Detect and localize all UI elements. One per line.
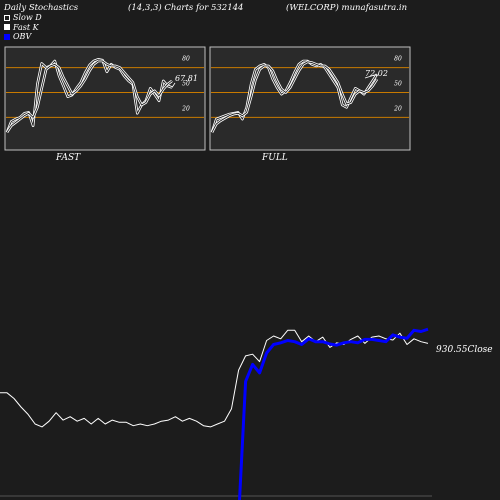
legend: Slow D Fast K OBV xyxy=(4,13,42,42)
close-price-line xyxy=(0,329,429,428)
close-value-label: 930.55Close xyxy=(436,345,493,355)
fast-slow-d-line xyxy=(6,60,173,133)
fast-k-swatch-icon xyxy=(4,24,10,31)
full-last-value-pointer xyxy=(364,73,378,79)
full-panel-label: FULL xyxy=(262,153,288,163)
legend-item-fast-k: Fast K xyxy=(4,23,42,33)
slow-d-swatch-icon xyxy=(4,14,10,21)
full-ytick-20: 20 xyxy=(393,105,402,112)
fast-last-value: 67.81 xyxy=(175,74,198,83)
full-full-d-line xyxy=(211,61,378,133)
legend-slow-d-label: Slow D xyxy=(13,13,42,22)
legend-fast-k-label: Fast K xyxy=(13,22,39,32)
legend-obv-label: OBV xyxy=(13,32,32,41)
obv-swatch-icon xyxy=(4,33,10,40)
symbol-label: (WELCORP) munafasutra.in xyxy=(286,3,408,13)
fast-panel-label: FAST xyxy=(56,153,81,163)
fast-ytick-20: 20 xyxy=(181,105,190,112)
full-last-value: 72.02 xyxy=(365,69,388,78)
fast-ytick-50: 50 xyxy=(182,81,190,88)
full-ytick-80: 80 xyxy=(394,56,402,63)
legend-item-obv: OBV xyxy=(4,32,42,42)
chart-type-label: Daily Stochastics xyxy=(4,3,79,13)
chart-params-label: (14,3,3) Charts for 532144 xyxy=(128,3,244,13)
obv-line xyxy=(237,327,429,500)
full-ytick-50: 50 xyxy=(394,81,402,88)
fast-last-value-pointer xyxy=(171,82,176,88)
fast-ytick-80: 80 xyxy=(182,56,190,63)
legend-item-slow-d: Slow D xyxy=(4,13,42,23)
